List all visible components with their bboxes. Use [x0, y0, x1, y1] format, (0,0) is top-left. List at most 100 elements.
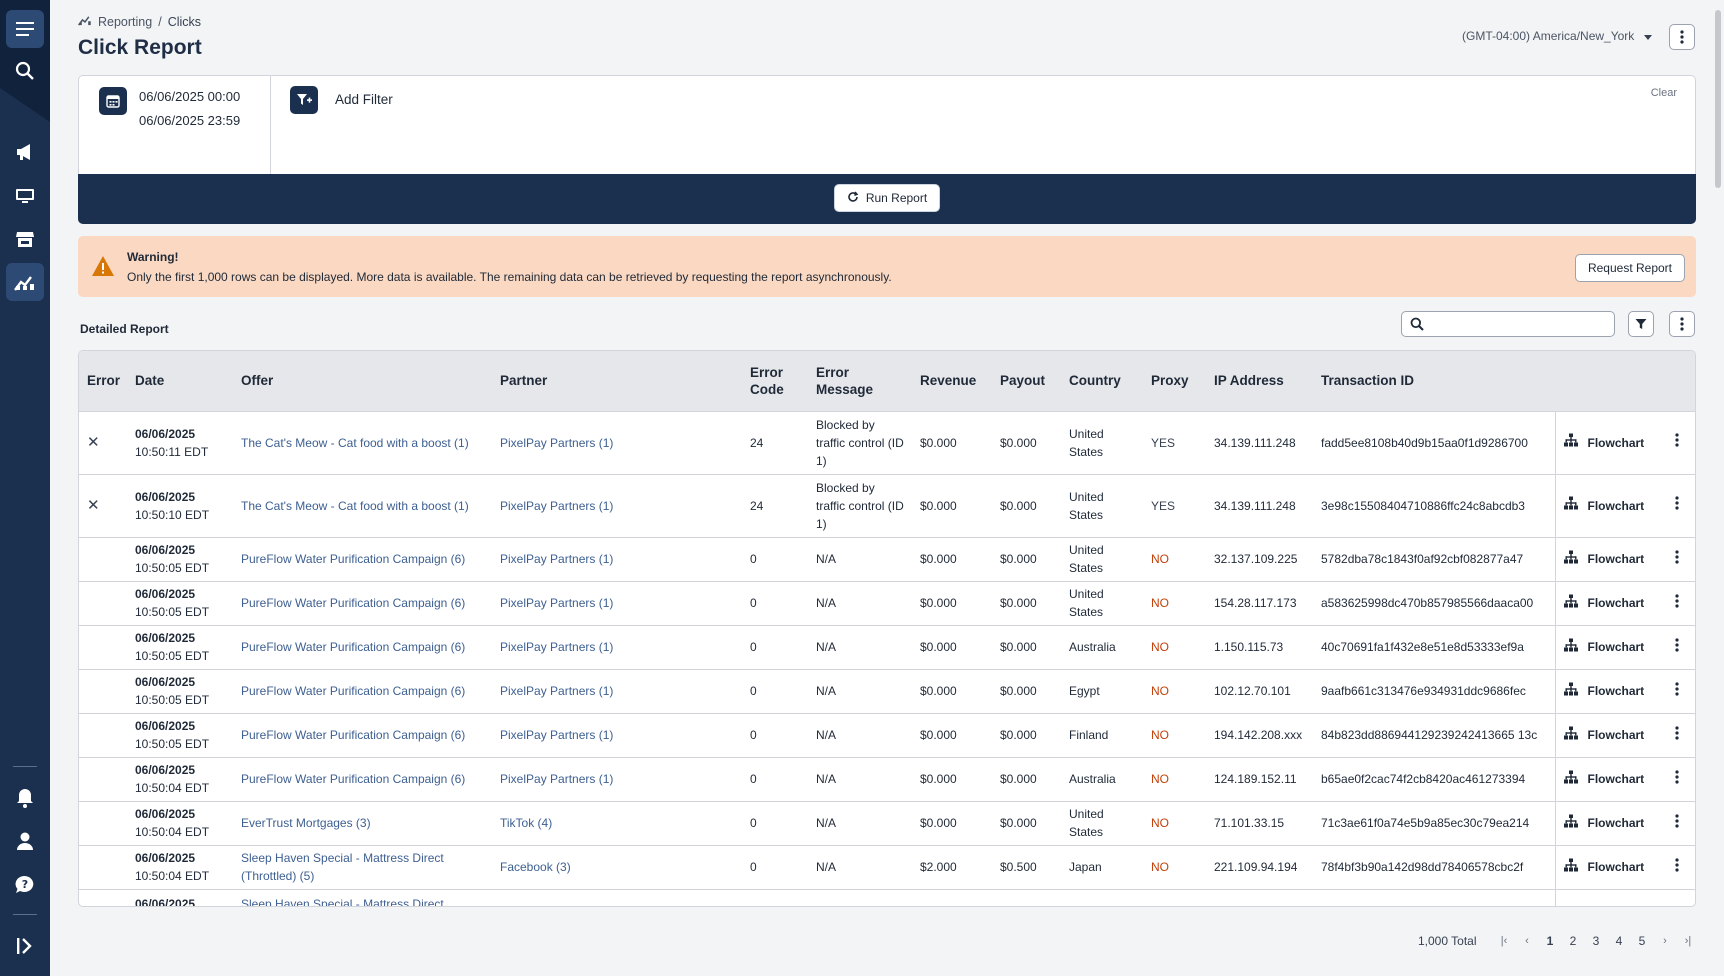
table-row[interactable]: 06/06/2025 Sleep Haven Special - Mattress…	[79, 888, 1695, 907]
search-icon[interactable]	[6, 52, 44, 90]
date-range-picker[interactable]: 06/06/2025 00:00 06/06/2025 23:59	[79, 76, 271, 175]
offer-link[interactable]: PureFlow Water Purification Campaign (6)	[241, 552, 466, 566]
row-kebab-icon[interactable]	[1675, 813, 1679, 831]
column-header[interactable]: Country	[1069, 373, 1121, 389]
flowchart-button[interactable]: Flowchart	[1563, 638, 1660, 657]
offer-link[interactable]: The Cat's Meow - Cat food with a boost (…	[241, 498, 469, 513]
next-page-icon[interactable]: ›	[1663, 935, 1667, 947]
breadcrumb: Reporting / Clicks	[78, 14, 201, 29]
page-link[interactable]: 4	[1615, 934, 1623, 948]
add-filter-button[interactable]: Add Filter	[335, 92, 393, 107]
offer-link[interactable]: Sleep Haven Special - Mattress Direct (T…	[241, 851, 444, 883]
table-row[interactable]: 06/06/2025 10:50:05 EDT PureFlow Water Pur…	[79, 536, 1695, 581]
run-report-button[interactable]: Run Report	[834, 184, 940, 212]
row-kebab-icon[interactable]	[1675, 549, 1679, 567]
column-header[interactable]: Revenue	[920, 373, 977, 389]
offer-link[interactable]: PureFlow Water Purification Campaign (6)	[241, 596, 466, 610]
clear-filters-link[interactable]: Clear	[1650, 87, 1677, 99]
row-kebab-icon[interactable]	[1675, 681, 1679, 699]
filter-table-button[interactable]	[1628, 311, 1654, 337]
row-kebab-icon[interactable]	[1675, 496, 1679, 513]
table-options-button[interactable]	[1669, 311, 1695, 337]
column-header[interactable]: Error Message	[816, 364, 874, 397]
partner-link[interactable]: PixelPay Partners (1)	[500, 684, 614, 698]
partner-link[interactable]: TikTok (4)	[500, 816, 553, 830]
flowchart-button[interactable]: Flowchart	[1563, 726, 1660, 745]
proxy-status: NO	[1151, 596, 1169, 610]
row-kebab-icon[interactable]	[1675, 433, 1679, 450]
row-kebab-icon[interactable]	[1675, 593, 1679, 611]
store-icon[interactable]	[6, 220, 44, 258]
column-header[interactable]: Offer	[241, 373, 274, 389]
flowchart-button[interactable]: Flowchart	[1563, 682, 1660, 701]
first-page-icon[interactable]: |‹	[1500, 935, 1508, 947]
column-header[interactable]: Date	[135, 373, 165, 389]
user-icon[interactable]	[6, 822, 44, 860]
table-row[interactable]: 06/06/2025 10:50:05 EDT PureFlow Water Pur…	[79, 668, 1695, 713]
table-row[interactable]: 06/06/2025 10:50:04 EDT PureFlow Water Pur…	[79, 756, 1695, 801]
bell-icon[interactable]	[6, 779, 44, 817]
flowchart-button[interactable]: Flowchart	[1563, 814, 1660, 833]
page-link[interactable]: 1	[1546, 934, 1554, 948]
offer-link[interactable]: PureFlow Water Purification Campaign (6)	[241, 772, 466, 786]
table-row[interactable]: ✕ 06/06/2025 10:50:11 EDT The Cat's Meow - …	[79, 410, 1695, 474]
flowchart-button[interactable]: Flowchart	[1563, 858, 1660, 877]
column-header[interactable]: Partner	[500, 373, 548, 389]
row-kebab-icon[interactable]	[1675, 725, 1679, 743]
partner-link[interactable]: Facebook (3)	[500, 860, 571, 874]
table-row[interactable]: 06/06/2025 10:50:04 EDT Sleep Haven Specia…	[79, 844, 1695, 889]
flowchart-button[interactable]: Flowchart	[1563, 770, 1660, 789]
report-search[interactable]	[1401, 311, 1615, 337]
column-header[interactable]: Payout	[1000, 373, 1046, 389]
offer-link[interactable]: EverTrust Mortgages (3)	[241, 816, 371, 830]
column-header[interactable]: Error Code	[750, 364, 784, 397]
offer-link[interactable]: Sleep Haven Special - Mattress Direct	[241, 896, 444, 907]
add-filter-icon[interactable]	[290, 86, 318, 114]
page-link[interactable]: 2	[1569, 934, 1577, 948]
reporting-icon[interactable]	[6, 263, 44, 301]
flowchart-button[interactable]: Flowchart	[1563, 594, 1660, 613]
partner-link[interactable]: PixelPay Partners (1)	[500, 552, 614, 566]
partner-link[interactable]: PixelPay Partners (1)	[500, 596, 614, 610]
table-row[interactable]: 06/06/2025 10:50:04 EDT EverTrust Mortgage…	[79, 800, 1695, 845]
flowchart-button[interactable]: Flowchart	[1563, 496, 1660, 515]
page-link[interactable]: 5	[1638, 934, 1646, 948]
request-report-button[interactable]: Request Report	[1575, 254, 1685, 282]
prev-page-icon[interactable]: ‹	[1525, 935, 1529, 947]
row-kebab-icon[interactable]	[1675, 857, 1679, 875]
page-options-button[interactable]	[1669, 24, 1695, 50]
timezone-select[interactable]: (GMT-04:00) America/New_York	[1462, 29, 1653, 43]
partner-link[interactable]: PixelPay Partners (1)	[500, 640, 614, 654]
table-row[interactable]: 06/06/2025 10:50:05 EDT PureFlow Water Pur…	[79, 580, 1695, 625]
scroll-thumb[interactable]	[1715, 10, 1721, 188]
megaphone-icon[interactable]	[6, 133, 44, 171]
column-header[interactable]: IP Address	[1214, 373, 1284, 389]
partner-link[interactable]: PixelPay Partners (1)	[500, 435, 614, 450]
page-scrollbar[interactable]	[1712, 0, 1724, 976]
menu-icon[interactable]	[6, 10, 44, 48]
column-header[interactable]: Proxy	[1151, 373, 1189, 389]
flowchart-button[interactable]: Flowchart	[1563, 433, 1660, 452]
search-input[interactable]	[1432, 315, 1608, 333]
monitor-icon[interactable]	[6, 177, 44, 215]
row-kebab-icon[interactable]	[1675, 637, 1679, 655]
offer-link[interactable]: The Cat's Meow - Cat food with a boost (…	[241, 435, 469, 450]
breadcrumb-reporting[interactable]: Reporting	[98, 14, 153, 29]
row-kebab-icon[interactable]	[1675, 769, 1679, 787]
help-icon[interactable]: ?	[6, 866, 44, 904]
expand-icon[interactable]	[6, 927, 44, 965]
page-link[interactable]: 3	[1592, 934, 1600, 948]
last-page-icon[interactable]: ›|	[1684, 935, 1692, 947]
offer-link[interactable]: PureFlow Water Purification Campaign (6)	[241, 640, 466, 654]
partner-link[interactable]: PixelPay Partners (1)	[500, 772, 614, 786]
table-row[interactable]: 06/06/2025 10:50:05 EDT PureFlow Water Pur…	[79, 624, 1695, 669]
table-row[interactable]: 06/06/2025 10:50:05 EDT PureFlow Water Pur…	[79, 712, 1695, 757]
offer-link[interactable]: PureFlow Water Purification Campaign (6)	[241, 684, 466, 698]
column-header[interactable]: Transaction ID	[1321, 373, 1415, 389]
partner-link[interactable]: PixelPay Partners (1)	[500, 728, 614, 742]
partner-link[interactable]: PixelPay Partners (1)	[500, 498, 614, 513]
flowchart-button[interactable]: Flowchart	[1563, 550, 1660, 569]
offer-link[interactable]: PureFlow Water Purification Campaign (6)	[241, 728, 466, 742]
table-row[interactable]: ✕ 06/06/2025 10:50:10 EDT The Cat's Meow - …	[79, 473, 1695, 537]
column-header[interactable]: Error	[87, 373, 121, 389]
